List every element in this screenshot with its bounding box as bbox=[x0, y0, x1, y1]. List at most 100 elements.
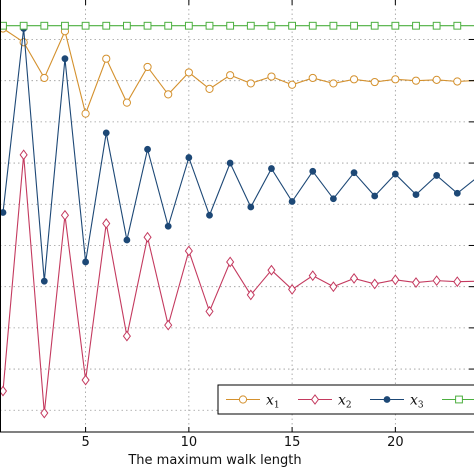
data-point bbox=[411, 277, 421, 288]
data-point bbox=[267, 264, 276, 276]
data-point bbox=[453, 77, 462, 86]
data-point bbox=[433, 172, 441, 179]
legend-label: x3 bbox=[410, 393, 424, 411]
data-point bbox=[226, 71, 235, 80]
legend-item: x1 bbox=[226, 393, 280, 411]
data-point bbox=[226, 256, 235, 268]
axes bbox=[0, 0, 474, 433]
legend-item: x3 bbox=[370, 393, 424, 411]
data-point bbox=[81, 109, 90, 118]
data-point bbox=[371, 192, 379, 200]
series-x2 bbox=[0, 149, 474, 419]
data-point bbox=[0, 21, 7, 30]
data-point bbox=[40, 407, 49, 419]
data-point bbox=[288, 80, 297, 89]
data-point bbox=[184, 68, 193, 77]
data-point bbox=[226, 159, 234, 167]
data-point bbox=[19, 149, 28, 161]
data-point bbox=[205, 305, 214, 317]
data-point bbox=[164, 222, 172, 230]
data-point bbox=[122, 330, 131, 342]
data-point bbox=[40, 277, 48, 285]
data-point bbox=[412, 191, 420, 199]
data-point bbox=[391, 274, 400, 286]
data-point bbox=[144, 145, 151, 153]
data-point bbox=[82, 258, 89, 266]
x-tick-label: 20 bbox=[387, 435, 404, 450]
data-point bbox=[164, 319, 173, 331]
series-line bbox=[2, 28, 474, 116]
data-point bbox=[370, 278, 379, 290]
data-point bbox=[267, 72, 276, 81]
data-point bbox=[184, 245, 193, 257]
data-point bbox=[330, 195, 337, 203]
data-point bbox=[308, 73, 317, 83]
data-point bbox=[349, 75, 359, 84]
data-point bbox=[102, 54, 111, 63]
data-point bbox=[349, 272, 359, 284]
data-point bbox=[60, 209, 70, 221]
data-point bbox=[267, 21, 276, 30]
data-point bbox=[432, 21, 441, 30]
data-point bbox=[329, 281, 338, 293]
data-point bbox=[246, 79, 255, 88]
x-tick-label: 10 bbox=[181, 435, 198, 450]
data-point bbox=[205, 21, 214, 30]
data-point bbox=[309, 167, 317, 175]
data-point bbox=[40, 21, 49, 30]
data-point bbox=[453, 21, 462, 30]
data-point bbox=[329, 79, 338, 88]
data-point bbox=[19, 38, 28, 47]
data-point bbox=[288, 283, 297, 295]
data-point bbox=[143, 21, 152, 30]
data-point bbox=[350, 21, 358, 30]
data-point bbox=[81, 21, 90, 30]
data-point bbox=[412, 21, 420, 30]
legend-marker bbox=[238, 395, 248, 404]
legend-box bbox=[217, 384, 474, 415]
plot-area bbox=[0, 21, 474, 419]
data-point bbox=[123, 236, 131, 244]
x-tick-label: 15 bbox=[284, 435, 301, 450]
data-point bbox=[122, 98, 132, 107]
data-point bbox=[143, 62, 152, 72]
data-point bbox=[453, 189, 461, 197]
data-point bbox=[19, 21, 28, 30]
data-point bbox=[102, 218, 111, 229]
data-point bbox=[350, 169, 358, 177]
data-point bbox=[391, 21, 400, 30]
data-point bbox=[205, 84, 214, 94]
legend-marker bbox=[310, 394, 320, 405]
data-point bbox=[246, 21, 255, 30]
data-point bbox=[288, 198, 296, 205]
series-line bbox=[2, 154, 474, 414]
data-point bbox=[143, 231, 152, 243]
data-point bbox=[432, 275, 441, 287]
series-x3 bbox=[0, 25, 474, 285]
data-point bbox=[247, 203, 255, 211]
data-point bbox=[308, 270, 317, 282]
data-point bbox=[102, 21, 111, 30]
data-point bbox=[391, 170, 399, 178]
data-point bbox=[411, 76, 421, 85]
series-x4 bbox=[0, 21, 474, 30]
data-point bbox=[102, 129, 110, 137]
data-point bbox=[432, 75, 441, 84]
data-point bbox=[288, 21, 297, 30]
data-point bbox=[40, 73, 49, 83]
data-point bbox=[246, 289, 255, 301]
legend-marker bbox=[455, 395, 463, 404]
data-point bbox=[164, 21, 173, 30]
data-point bbox=[226, 21, 235, 30]
legend-item: x2 bbox=[298, 393, 352, 411]
x-axis-label: The maximum walk length bbox=[127, 453, 301, 468]
legend: x1 x2 x3 x4 bbox=[217, 384, 474, 415]
data-point bbox=[329, 21, 338, 30]
data-point bbox=[61, 21, 69, 30]
grid bbox=[0, 0, 474, 432]
series-x1 bbox=[0, 24, 474, 118]
legend-label: x1 bbox=[266, 393, 280, 411]
legend-item: x4 bbox=[442, 395, 474, 404]
data-point bbox=[391, 75, 400, 84]
